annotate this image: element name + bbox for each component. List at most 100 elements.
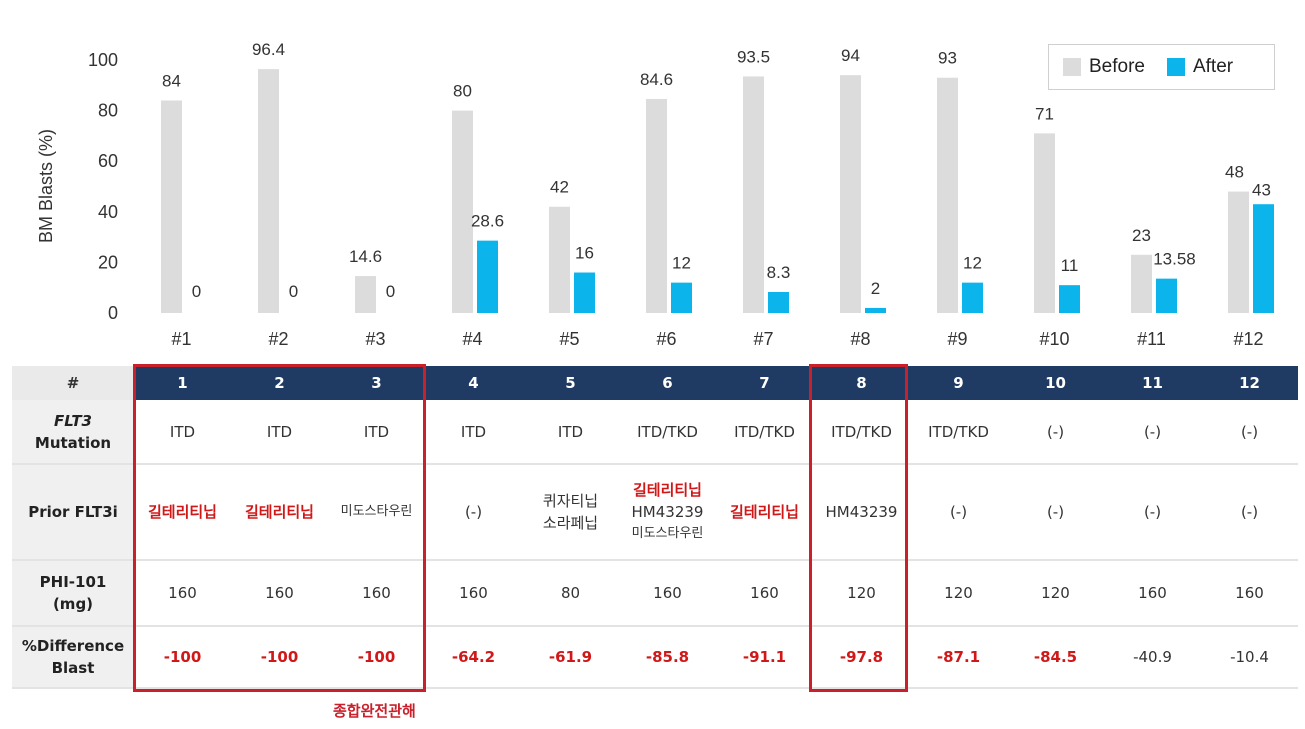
data-label-after: 0 <box>289 282 298 301</box>
row-label-line: Mutation <box>34 433 112 452</box>
x-tick-label: #9 <box>947 329 967 349</box>
table-cell: (-) <box>1201 464 1298 561</box>
table-cell: ITD <box>328 400 425 465</box>
data-label-after: 12 <box>672 254 691 273</box>
x-tick-label: #1 <box>171 329 191 349</box>
bar-before <box>1228 191 1249 313</box>
bar-after <box>477 240 498 313</box>
table-cell: HM43239 <box>813 464 910 561</box>
x-tick-label: #2 <box>268 329 288 349</box>
table-header-col-7: 7 <box>716 366 813 400</box>
table-header-col-11: 11 <box>1104 366 1201 400</box>
cell-text: -100 <box>357 648 396 666</box>
table-header-col-1: 1 <box>134 366 231 400</box>
bar-before <box>1034 133 1055 313</box>
row-label-line: PHI-101 <box>39 573 107 591</box>
cell-text: 160 <box>1138 584 1167 602</box>
cell-text: -40.9 <box>1133 648 1172 666</box>
table-cell: -10.4 <box>1201 626 1298 689</box>
table-cell: (-) <box>425 464 522 561</box>
data-label-after: 0 <box>386 282 395 301</box>
cell-text: -100 <box>163 648 202 666</box>
table-cell: 미도스타우린 <box>328 464 425 561</box>
data-label-before: 96.4 <box>252 40 285 59</box>
table-row: Prior FLT3i 길테리티닙 길테리티닙 미도스타우린 (-) 퀴자티닙 소라페닙 길테… <box>12 464 1298 561</box>
table-cell: -84.5 <box>1007 626 1104 689</box>
bar-before <box>161 100 182 313</box>
table-cell: (-) <box>1201 400 1298 465</box>
bar-before <box>355 276 376 313</box>
table-header-col-12: 12 <box>1201 366 1298 400</box>
cell-text: 소라페닙 <box>542 514 599 532</box>
cell-text: 160 <box>168 584 197 602</box>
legend-after-label: After <box>1192 56 1234 77</box>
y-tick-label: 80 <box>98 101 118 121</box>
data-label-before: 93 <box>938 49 957 68</box>
x-tick-label: #12 <box>1233 329 1263 349</box>
x-tick-label: #8 <box>850 329 870 349</box>
cell-text: -84.5 <box>1033 648 1078 666</box>
table-cell: 길테리티닙 HM43239 미도스타우린 <box>619 464 716 561</box>
table-cell: -61.9 <box>522 626 619 689</box>
table-row: FLT3 Mutation ITD ITD ITD ITD ITD ITD/TKD ITD/TK… <box>12 400 1298 465</box>
table-cell: ITD/TKD <box>716 400 813 465</box>
table-header-col-5: 5 <box>522 366 619 400</box>
cell-text: ITD/TKD <box>637 422 698 441</box>
table-row: PHI-101 (mg) 160 160 160 160 80 160 160 120 120 120… <box>12 560 1298 627</box>
data-label-before: 14.6 <box>349 247 382 266</box>
table-cell: (-) <box>1007 464 1104 561</box>
row-label: PHI-101 (mg) <box>12 560 134 627</box>
row-label-line: FLT3 <box>54 411 92 430</box>
cell-text: (-) <box>1046 422 1065 441</box>
table-cell: 160 <box>716 560 813 627</box>
bar-before <box>1131 254 1152 313</box>
table-cell: 160 <box>328 560 425 627</box>
y-tick-label: 0 <box>108 303 118 323</box>
table-header-col-10: 10 <box>1007 366 1104 400</box>
bar-before <box>840 75 861 314</box>
table-cell: 160 <box>231 560 328 627</box>
cell-text: -97.8 <box>839 648 884 666</box>
cell-text: 160 <box>459 584 488 602</box>
cell-text: -64.2 <box>451 648 496 666</box>
cell-text: ITD <box>266 422 293 441</box>
cell-text: (-) <box>1240 422 1259 441</box>
table-header-col-9: 9 <box>910 366 1007 400</box>
table-cell: 160 <box>619 560 716 627</box>
x-tick-label: #3 <box>365 329 385 349</box>
table-cell: (-) <box>1007 400 1104 465</box>
cell-text: -10.4 <box>1230 648 1269 666</box>
row-label: Prior FLT3i <box>12 464 134 561</box>
data-label-after: 11 <box>1061 256 1079 275</box>
bar-before <box>258 69 279 313</box>
table-header-col-2: 2 <box>231 366 328 400</box>
bar-before <box>937 77 958 314</box>
legend-before-label: Before <box>1089 56 1145 77</box>
table-cell: 120 <box>813 560 910 627</box>
bar-after <box>671 282 692 313</box>
x-tick-label: #6 <box>656 329 676 349</box>
table-header-col-6: 6 <box>619 366 716 400</box>
data-label-before: 42 <box>550 178 569 197</box>
table-cell: (-) <box>1104 400 1201 465</box>
data-label-after: 16 <box>575 244 594 263</box>
legend-before-swatch <box>1063 58 1081 76</box>
bar-after <box>1059 285 1080 313</box>
data-label-before: 93.5 <box>737 47 770 66</box>
table-cell: -100 <box>328 626 425 689</box>
table-cell: -64.2 <box>425 626 522 689</box>
data-label-after: 8.3 <box>767 263 791 282</box>
cell-text: 길테리티닙 <box>632 481 702 499</box>
table-cell: 120 <box>910 560 1007 627</box>
x-tick-label: #10 <box>1039 329 1069 349</box>
table-cell: ITD/TKD <box>910 400 1007 465</box>
cell-text: ITD/TKD <box>734 422 795 441</box>
cell-text: 길테리티닙 <box>244 503 314 521</box>
table-header-hash: # <box>12 366 134 400</box>
cell-text: (-) <box>949 503 968 521</box>
cell-text: -85.8 <box>645 648 690 666</box>
table-row: %Difference Blast -100 -100 -100 -64.2 -61.9 -8… <box>12 626 1298 689</box>
cell-text: ITD/TKD <box>831 422 892 441</box>
cell-text: 미도스타우린 <box>340 504 413 519</box>
